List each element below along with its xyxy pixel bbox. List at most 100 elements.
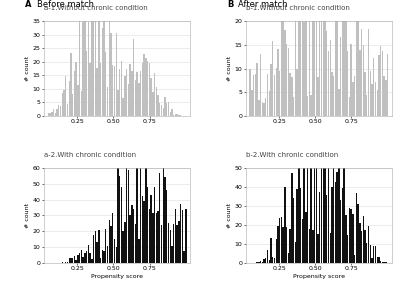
Bar — [102, 27, 103, 116]
Bar — [326, 195, 328, 263]
Bar — [112, 65, 114, 116]
Bar — [303, 168, 305, 263]
Bar — [250, 69, 251, 116]
Bar — [265, 98, 266, 116]
Bar — [128, 170, 129, 263]
Bar — [140, 168, 141, 263]
Bar — [88, 245, 89, 263]
Text: After match: After match — [238, 0, 288, 9]
Bar — [312, 230, 314, 263]
Bar — [322, 168, 324, 263]
Bar — [344, 21, 345, 116]
Bar — [56, 109, 58, 116]
Bar — [124, 222, 126, 263]
Bar — [90, 63, 91, 116]
Text: a-1.Without chronic condition: a-1.Without chronic condition — [44, 5, 148, 11]
Bar — [103, 21, 105, 116]
Bar — [48, 113, 49, 116]
Bar — [62, 262, 63, 263]
Bar — [119, 69, 120, 116]
Bar — [384, 76, 385, 116]
Bar — [119, 176, 120, 263]
Bar — [133, 209, 134, 263]
Bar — [173, 224, 174, 263]
Bar — [81, 91, 82, 116]
Bar — [382, 262, 383, 263]
Bar — [159, 173, 160, 263]
Bar — [268, 259, 270, 263]
Bar — [279, 71, 280, 116]
Bar — [370, 246, 371, 263]
Bar — [133, 39, 134, 116]
Bar — [321, 21, 322, 116]
X-axis label: Propensity score: Propensity score — [293, 274, 345, 279]
Bar — [110, 34, 112, 116]
Bar — [302, 21, 303, 116]
Bar — [105, 230, 106, 263]
Bar — [135, 80, 136, 116]
Bar — [309, 21, 310, 116]
Bar — [364, 72, 366, 116]
Bar — [79, 21, 80, 116]
Bar — [295, 242, 296, 263]
Bar — [317, 234, 319, 263]
Bar — [114, 239, 115, 263]
Bar — [263, 103, 265, 116]
Bar — [265, 258, 266, 263]
Bar — [340, 37, 341, 116]
Bar — [156, 214, 157, 263]
Bar — [84, 21, 86, 116]
Bar — [371, 84, 373, 116]
Bar — [88, 22, 89, 116]
Bar — [330, 233, 331, 263]
Bar — [310, 168, 312, 263]
Bar — [143, 54, 145, 116]
Bar — [65, 262, 66, 263]
Bar — [251, 90, 252, 116]
Bar — [357, 204, 359, 263]
Bar — [357, 21, 359, 116]
Bar — [168, 102, 169, 116]
Bar — [161, 225, 162, 263]
Bar — [138, 239, 140, 263]
Bar — [91, 259, 92, 263]
Bar — [116, 33, 117, 116]
Bar — [300, 188, 301, 263]
Bar — [72, 94, 74, 116]
Bar — [361, 231, 362, 263]
Bar — [270, 238, 272, 263]
Bar — [152, 213, 154, 263]
Bar — [126, 69, 127, 116]
Bar — [258, 262, 260, 263]
Bar — [316, 168, 317, 263]
Bar — [70, 53, 72, 116]
Bar — [295, 21, 296, 116]
Bar — [317, 77, 319, 116]
Bar — [67, 104, 68, 116]
Bar — [107, 246, 108, 263]
Bar — [176, 225, 178, 263]
Bar — [185, 209, 186, 263]
Bar — [366, 243, 368, 263]
Bar — [117, 90, 119, 116]
Bar — [324, 168, 326, 263]
Bar — [291, 77, 293, 116]
Bar — [282, 21, 284, 116]
Bar — [296, 189, 298, 263]
Bar — [95, 231, 96, 263]
Bar — [55, 113, 56, 116]
Bar — [142, 63, 143, 116]
Bar — [338, 168, 340, 263]
Bar — [350, 43, 352, 116]
Bar — [349, 208, 350, 263]
Bar — [135, 224, 136, 263]
Bar — [91, 21, 92, 116]
Bar — [159, 103, 160, 116]
Bar — [335, 182, 336, 263]
Bar — [168, 223, 169, 263]
Bar — [126, 168, 127, 263]
Bar — [350, 209, 352, 263]
Bar — [384, 262, 385, 263]
Bar — [258, 100, 260, 116]
Bar — [68, 258, 70, 263]
